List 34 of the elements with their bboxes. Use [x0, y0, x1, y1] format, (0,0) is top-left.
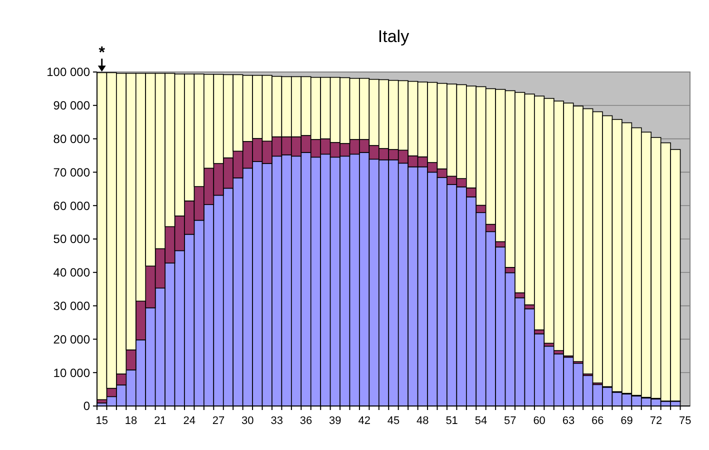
y-tick-label: 70 000 [53, 165, 90, 180]
x-tick-label: 63 [562, 415, 575, 427]
x-tick-label: 48 [416, 415, 429, 427]
x-tick-label: 24 [183, 415, 196, 427]
y-tick-label: 0 [83, 399, 90, 414]
y-tick-label: 100 000 [46, 65, 90, 80]
y-tick-label: 20 000 [53, 332, 90, 346]
y-tick-label: 30 000 [53, 299, 90, 313]
annotation: * [98, 44, 106, 62]
x-tick-label: 72 [650, 415, 662, 427]
x-tick-label: 69 [620, 415, 633, 427]
x-tick-label: 60 [533, 415, 546, 427]
y-tick-label: 80 000 [53, 132, 90, 146]
x-tick-label: 57 [504, 415, 516, 427]
x-tick-label: 51 [446, 415, 458, 427]
y-tick-label: 60 000 [53, 198, 90, 213]
x-tick-label: 39 [329, 415, 342, 427]
x-tick-label: 66 [592, 415, 604, 427]
y-tick-label: 40 000 [53, 266, 90, 280]
x-tick-label: 15 [96, 415, 108, 427]
x-tick-label: 36 [300, 415, 312, 427]
x-tick-label: 42 [358, 415, 370, 427]
x-tick-label: 45 [387, 415, 400, 427]
x-tick-label: 18 [124, 415, 138, 427]
x-tick-label: 54 [474, 415, 488, 427]
x-tick-label: 75 [679, 415, 692, 427]
y-tick-label: 50 000 [53, 232, 90, 246]
x-tick-label: 21 [154, 415, 166, 427]
y-tick-label: 90 000 [53, 98, 90, 113]
x-tick-label: 27 [212, 415, 225, 427]
y-tick-label: 10 000 [53, 366, 90, 380]
x-tick-label: 33 [270, 415, 283, 427]
x-tick-label: 30 [242, 415, 254, 427]
chart-title: Italy [378, 27, 410, 46]
